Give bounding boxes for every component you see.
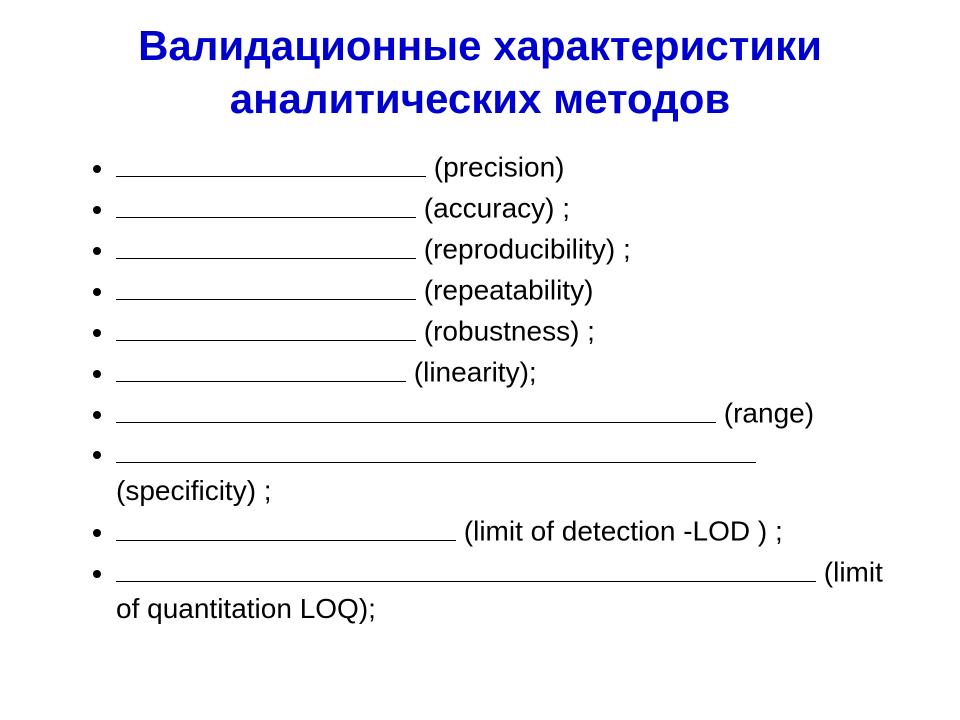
blank-line [116, 513, 456, 541]
blank-line [116, 272, 416, 300]
list-item: (specificity) ; [116, 436, 900, 509]
list-item: (accuracy) ; [116, 190, 900, 227]
item-label: (precision) [434, 152, 565, 183]
blank-line [116, 436, 756, 464]
page-title: Валидационные характеристики аналитическ… [60, 20, 900, 125]
blank-line [116, 190, 416, 218]
list-item: (limit of quantitation LOQ); [116, 554, 900, 627]
item-label: (linearity); [414, 357, 537, 388]
blank-line [116, 231, 416, 259]
blank-line [116, 149, 426, 177]
list-item: (linearity); [116, 354, 900, 391]
list-item: (limit of detection -LOD ) ; [116, 513, 900, 550]
item-label: (range) [724, 398, 814, 429]
list-item: (repeatability) [116, 272, 900, 309]
item-label: (accuracy) ; [424, 193, 570, 224]
blank-line [116, 354, 406, 382]
item-label: (repeatability) [424, 275, 594, 306]
item-label: (robustness) ; [424, 316, 595, 347]
item-label: (reproducibility) ; [424, 234, 631, 265]
blank-line [116, 554, 816, 582]
slide: Валидационные характеристики аналитическ… [0, 0, 960, 720]
bullet-list: (precision) (accuracy) ; (reproducibilit… [60, 149, 900, 628]
list-item: (reproducibility) ; [116, 231, 900, 268]
list-item: (precision) [116, 149, 900, 186]
item-label: (limit of detection -LOD ) ; [464, 516, 783, 547]
list-item: (range) [116, 395, 900, 432]
item-label: (specificity) ; [116, 475, 272, 506]
blank-line [116, 395, 716, 423]
list-item: (robustness) ; [116, 313, 900, 350]
blank-line [116, 313, 416, 341]
